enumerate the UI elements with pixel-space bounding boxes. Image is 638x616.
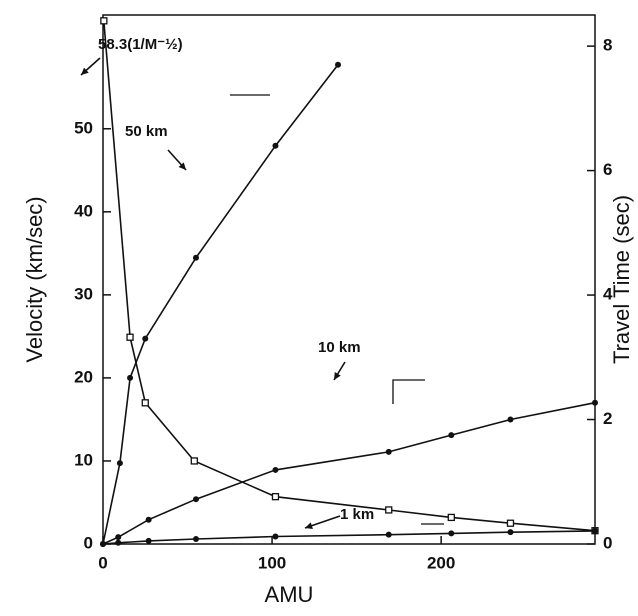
point [145,537,152,544]
point [192,536,199,543]
annotation: 10 km [318,339,361,356]
y-tick-label: 0 [84,533,93,552]
x-tick-label: 0 [98,553,107,572]
point [190,457,198,465]
point [272,142,279,149]
point [385,506,393,514]
point [271,493,280,501]
point [385,448,392,455]
y-tick-label: 50 [74,118,93,137]
series-line [103,20,596,532]
y2-tick-label: 2 [603,409,612,428]
point [272,466,279,473]
point [116,460,123,467]
point [115,539,122,546]
leader [392,379,425,404]
plot-frame [102,14,596,545]
point [192,254,199,261]
y2-tick-label: 8 [603,36,612,55]
y-tick-label: 30 [74,284,93,303]
point [100,17,108,25]
y2-tick-label: 4 [603,285,613,304]
point [592,399,598,406]
point [100,541,106,547]
x-axis-title: AMU [265,582,314,607]
point [145,516,152,523]
arrow-head [81,67,89,75]
annotation: 58.3(1/M⁻½) [98,36,183,53]
point [507,416,514,423]
point [385,531,392,538]
point [272,533,279,540]
point [447,513,455,522]
point [141,399,149,407]
point [592,527,598,534]
series-line [102,530,596,545]
arrow-head [305,522,313,529]
x-tick-label: 100 [258,553,286,572]
y2-axis-title: Travel Time (sec) [609,195,634,364]
point [448,530,455,537]
y2-tick-label: 6 [603,160,612,179]
point [506,519,515,527]
point [507,529,514,536]
point [126,333,134,341]
y-axis-title: Velocity (km/sec) [22,196,47,362]
point [448,432,455,439]
annotation: 1 km [340,506,374,523]
point [142,335,149,342]
point [127,374,134,381]
arrow-head [334,372,341,380]
annotation: 50 km [125,123,168,140]
y-tick-label: 20 [74,367,93,386]
y-tick-label: 40 [74,201,93,220]
point [335,61,342,68]
point [115,534,122,541]
y2-tick-label: 0 [603,533,612,552]
x-tick-label: 200 [427,553,455,572]
arrow-head [178,162,186,170]
y-tick-label: 10 [74,450,93,469]
point [192,496,199,503]
